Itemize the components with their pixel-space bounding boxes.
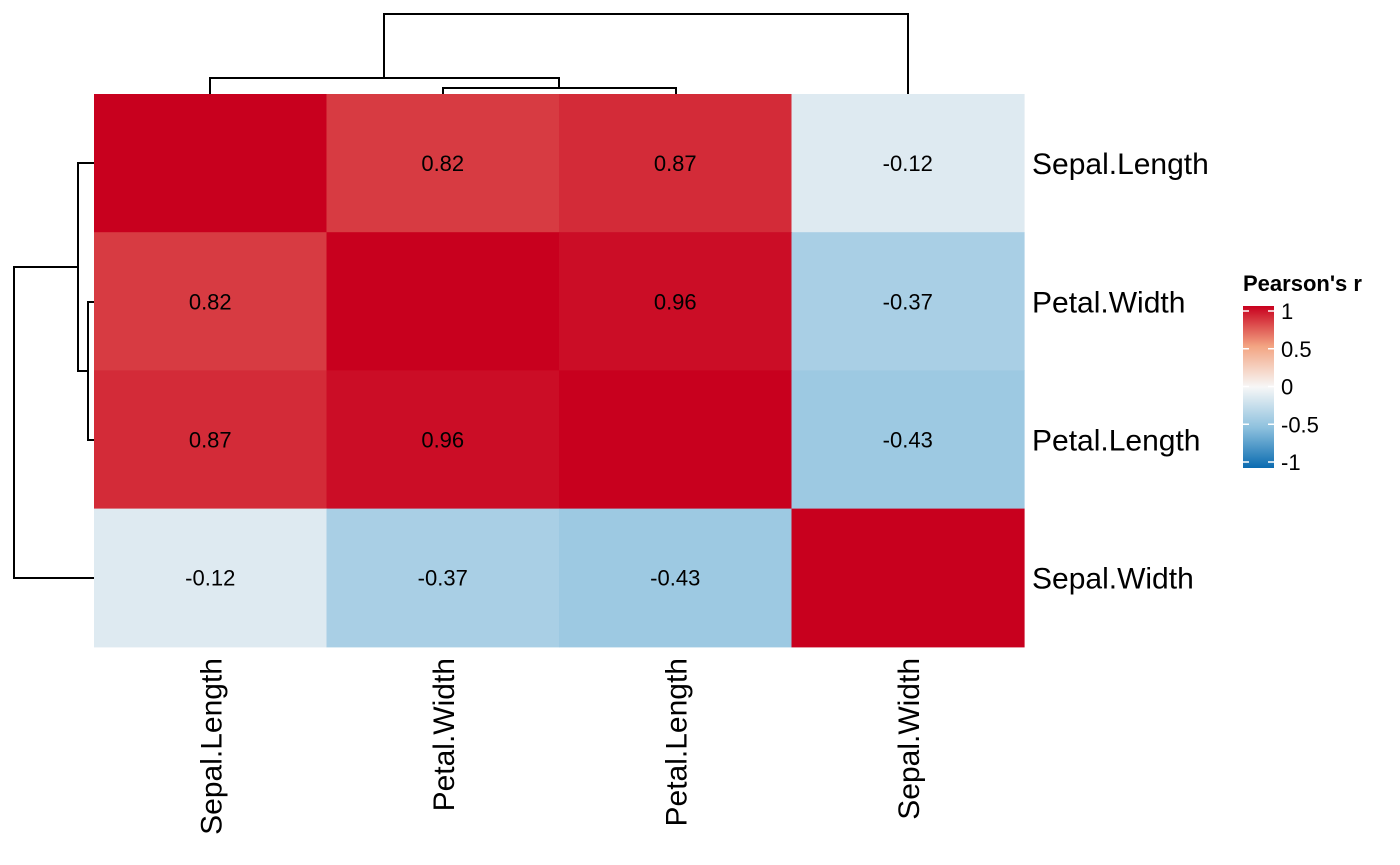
color-legend: Pearson's r 1 0.5 0 -0.5 -1 [1243,271,1362,475]
column-label-petal-length: Petal.Length [660,658,693,826]
cell-label-petal-width-sepal-width: -0.37 [883,289,933,314]
legend-ticks: 1 0.5 0 -0.5 -1 [1243,299,1319,475]
legend-title: Pearson's r [1243,271,1362,296]
cell-label-sepal-width-sepal-length: -0.12 [185,566,235,591]
heatmap-cell-petal-width-petal-width [326,232,560,371]
cell-label-sepal-length-petal-width: 0.82 [421,151,464,176]
heatmap-cell-sepal-width-petal-width [326,508,560,648]
row-label-sepal-length: Sepal.Length [1032,148,1209,181]
heatmap-cell-sepal-length-petal-length [559,94,793,233]
row-dendro-merge-sepal-length [77,162,94,372]
heatmap-cells [94,94,1025,648]
cell-label-petal-length-sepal-length: 0.87 [189,428,232,453]
heatmap-cell-petal-width-sepal-width [791,232,1025,371]
heatmap-cell-sepal-length-sepal-width [791,94,1025,233]
legend-tick-label: 0.5 [1281,337,1312,362]
row-label-petal-length: Petal.Length [1032,425,1200,458]
col-dendro-merge-sepal-length [209,77,560,94]
heatmap-cell-petal-width-petal-length [559,232,793,371]
cell-label-sepal-length-sepal-width: -0.12 [883,151,933,176]
cell-label-sepal-length-petal-length: 0.87 [654,151,697,176]
heatmap-cell-labels: 0.82 0.87 -0.12 0.82 0.96 -0.37 0.87 0.96 -0.43 -… [185,151,933,591]
column-label-petal-width: Petal.Width [428,658,461,811]
heatmap-cell-sepal-width-sepal-length [94,508,328,648]
heatmap-cell-sepal-length-sepal-length [94,94,328,233]
row-dendrogram [13,162,94,579]
legend-tick-label: -1 [1281,450,1301,475]
column-label-sepal-length: Sepal.Length [195,658,228,835]
heatmap-cell-sepal-length-petal-width [326,94,560,233]
legend-tick-label: 1 [1281,299,1293,324]
row-label-sepal-width: Sepal.Width [1032,563,1194,596]
column-labels: Sepal.Length Petal.Width Petal.Length Sepal… [195,658,926,835]
row-labels: Sepal.Length Petal.Width Petal.Length Sepal… [1032,148,1209,596]
heatmap-cell-sepal-width-sepal-width [791,508,1025,648]
column-label-sepal-width: Sepal.Width [893,658,926,820]
col-dendro-merge-petal-width-petal-length [442,87,677,94]
column-dendrogram [209,13,909,94]
legend-tick-label: -0.5 [1281,412,1319,437]
heatmap-cell-petal-width-sepal-length [94,232,328,371]
cell-label-petal-width-petal-length: 0.96 [654,289,697,314]
cell-label-sepal-width-petal-length: -0.43 [650,566,700,591]
row-dendro-merge-sepal-width [13,266,94,579]
cell-label-petal-length-sepal-width: -0.43 [883,428,933,453]
cell-label-petal-width-sepal-length: 0.82 [189,289,232,314]
heatmap-cell-petal-length-petal-width [326,370,560,510]
heatmap-cell-petal-length-petal-length [559,370,793,510]
row-label-petal-width: Petal.Width [1032,286,1185,319]
cell-label-petal-length-petal-width: 0.96 [421,428,464,453]
cell-label-sepal-width-petal-width: -0.37 [418,566,468,591]
heatmap-cell-petal-length-sepal-width [791,370,1025,510]
legend-tick-label: 0 [1281,375,1293,400]
heatmap-cell-sepal-width-petal-length [559,508,793,648]
heatmap-cell-petal-length-sepal-length [94,370,328,510]
row-dendro-merge-petal-width-petal-length [87,301,94,441]
col-dendro-merge-sepal-width [383,13,909,94]
